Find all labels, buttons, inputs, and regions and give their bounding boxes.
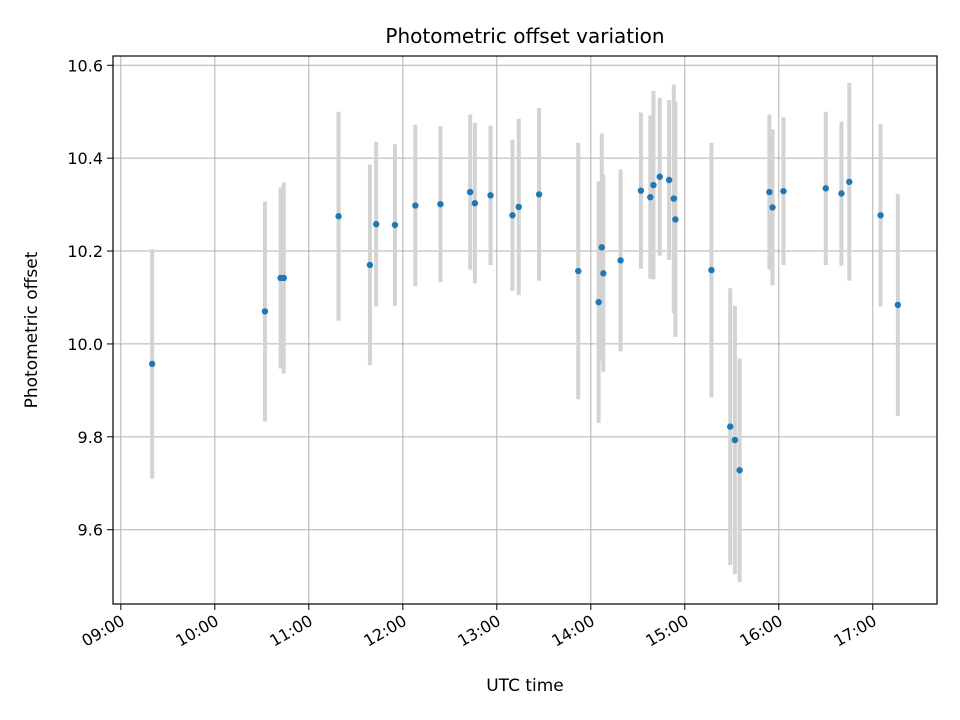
data-point (647, 193, 654, 201)
data-point (672, 216, 679, 223)
data-point (466, 188, 474, 196)
data-point (535, 191, 543, 198)
y-tick-label: 9.8 (78, 428, 103, 447)
data-point (877, 212, 884, 219)
chart-title: Photometric offset variation (385, 24, 664, 48)
data-point (736, 467, 743, 474)
data-point (617, 257, 624, 264)
plot-frame (112, 55, 938, 605)
y-tick-label: 10.6 (67, 56, 103, 75)
data-point (261, 308, 269, 315)
data-point (656, 173, 663, 180)
data-point (509, 212, 516, 219)
data-point (731, 436, 739, 444)
data-points (148, 173, 902, 474)
data-point (780, 187, 787, 195)
data-point (437, 200, 444, 208)
y-tick-label: 9.6 (78, 521, 103, 540)
data-point (665, 176, 673, 184)
data-point (769, 204, 776, 211)
data-point (598, 244, 605, 251)
data-point (727, 423, 734, 430)
grid-lines (113, 56, 937, 604)
data-point (487, 192, 494, 199)
data-point (708, 266, 715, 274)
data-point (471, 200, 479, 207)
y-tick-label: 10.2 (67, 242, 103, 261)
data-point (894, 301, 902, 309)
data-point (391, 221, 399, 229)
y-axis-label: Photometric offset (22, 251, 42, 408)
data-point (838, 190, 845, 197)
data-point (335, 213, 342, 220)
data-point (822, 185, 829, 192)
data-point (670, 195, 678, 202)
data-point (366, 261, 374, 269)
y-tick-label: 10.4 (67, 149, 103, 168)
x-axis-label: UTC time (486, 676, 564, 696)
data-point (280, 274, 287, 282)
data-point (595, 298, 602, 306)
data-point (600, 270, 607, 277)
data-point (412, 202, 419, 209)
data-point (650, 181, 657, 189)
data-point (148, 360, 156, 368)
data-point (372, 220, 380, 228)
data-point (637, 187, 645, 194)
data-point (515, 203, 522, 211)
y-tick-label: 10.0 (67, 335, 103, 354)
y-axis-ticks: 9.6 9.8 10.0 10.2 10.4 10.6 (67, 56, 113, 540)
data-point (846, 178, 853, 186)
data-point (575, 267, 582, 275)
data-point (766, 188, 773, 196)
